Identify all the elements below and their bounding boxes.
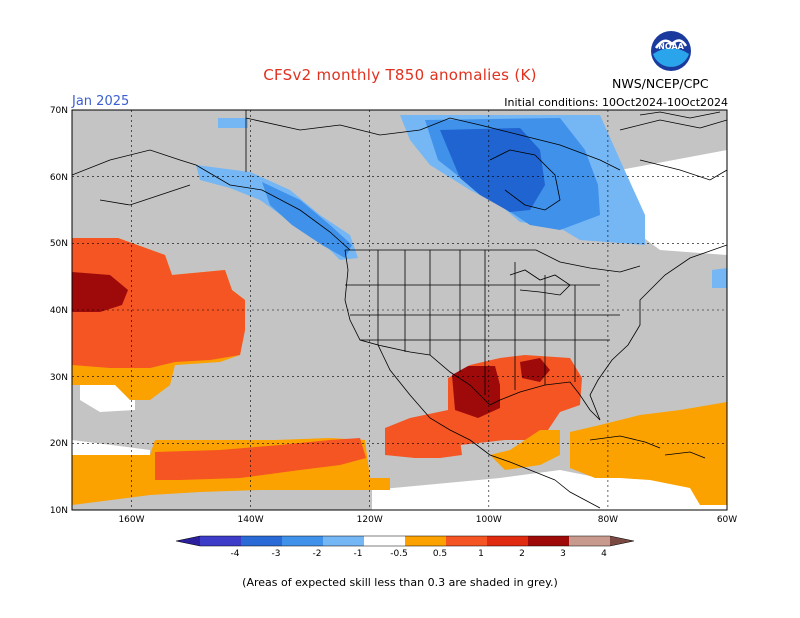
- colorbar-label: 3: [560, 549, 566, 559]
- colorbar-swatch: [364, 536, 405, 546]
- colorbar-label: -0.5: [390, 549, 408, 559]
- lon-label: 140W: [238, 515, 264, 525]
- colorbar-swatch: [528, 536, 569, 546]
- longitude-axis: 160W 140W 120W 100W 80W 60W: [118, 515, 737, 525]
- map-field: [72, 110, 727, 510]
- lon-label: 160W: [118, 515, 144, 525]
- boundary-lines: [72, 110, 727, 509]
- dark-red-anomaly-texas: [452, 366, 500, 418]
- dark-red-patch-gulf-coast: [520, 358, 550, 382]
- dark-red-anomaly-ne-pacific: [72, 272, 128, 312]
- colorbar-label: 1: [478, 549, 484, 559]
- noaa-logo: NOAA: [650, 30, 692, 76]
- initial-conditions: Initial conditions: 10Oct2024-10Oct2024: [504, 96, 728, 109]
- colorbar-label: 4: [601, 549, 607, 559]
- colorbar-arrow-left: [176, 536, 200, 546]
- organization-label: NWS/NCEP/CPC: [612, 76, 709, 91]
- lat-label: 30N: [50, 373, 68, 383]
- lon-label: 60W: [717, 515, 737, 525]
- light-blue-patch-north: [218, 118, 248, 128]
- map-title: CFSv2 monthly T850 anomalies (K): [263, 66, 537, 84]
- lon-label: 120W: [357, 515, 383, 525]
- red-orange-anomaly-mexico: [385, 410, 462, 458]
- white-region-northeast: [620, 150, 727, 255]
- lon-label: 80W: [598, 515, 618, 525]
- map-frame: [71, 109, 728, 511]
- colorbar-swatch: [446, 536, 487, 546]
- colorbar-label: -2: [313, 549, 322, 559]
- colorbar-swatch: [569, 536, 610, 546]
- grid-lines: [72, 110, 727, 510]
- colorbar-swatch: [282, 536, 323, 546]
- skill-note: (Areas of expected skill less than 0.3 a…: [242, 576, 558, 589]
- lat-label: 50N: [50, 239, 68, 249]
- red-orange-anomaly-ne-pacific: [72, 238, 245, 368]
- colorbar-label: 0.5: [433, 549, 447, 559]
- red-orange-anomaly-tropical-pacific: [155, 438, 366, 480]
- latitude-axis: 70N 60N 50N 40N 30N 20N 10N: [50, 106, 68, 516]
- forecast-month: Jan 2025: [72, 94, 130, 109]
- lat-label: 40N: [50, 306, 68, 316]
- colorbar-swatch: [487, 536, 528, 546]
- colorbar-label: -1: [354, 549, 363, 559]
- mid-blue-anomaly-alaska-coast: [262, 182, 352, 258]
- lat-label: 70N: [50, 106, 68, 116]
- lat-label: 20N: [50, 439, 68, 449]
- dark-blue-anomaly-canada: [440, 128, 545, 212]
- light-blue-patch-atlantic: [712, 268, 727, 288]
- noaa-logo-text: NOAA: [658, 42, 684, 51]
- colorbar-swatch: [200, 536, 241, 546]
- colorbar-label: -4: [231, 549, 240, 559]
- colorbar: -4 -3 -2 -1 -0.5 0.5 1 2 3 4: [175, 535, 635, 559]
- colorbar-swatch: [323, 536, 364, 546]
- colorbar-swatch: [241, 536, 282, 546]
- white-region-south: [372, 470, 727, 510]
- colorbar-label: 2: [519, 549, 525, 559]
- orange-anomaly-atlantic: [570, 402, 727, 505]
- colorbar-swatch: [405, 536, 446, 546]
- orange-anomaly-caribbean-west: [490, 430, 560, 470]
- lon-label: 100W: [476, 515, 502, 525]
- colorbar-arrow-right: [610, 536, 634, 546]
- lat-label: 10N: [50, 506, 68, 516]
- colorbar-outline: [175, 535, 635, 547]
- lat-label: 60N: [50, 173, 68, 183]
- colorbar-label: -3: [272, 549, 281, 559]
